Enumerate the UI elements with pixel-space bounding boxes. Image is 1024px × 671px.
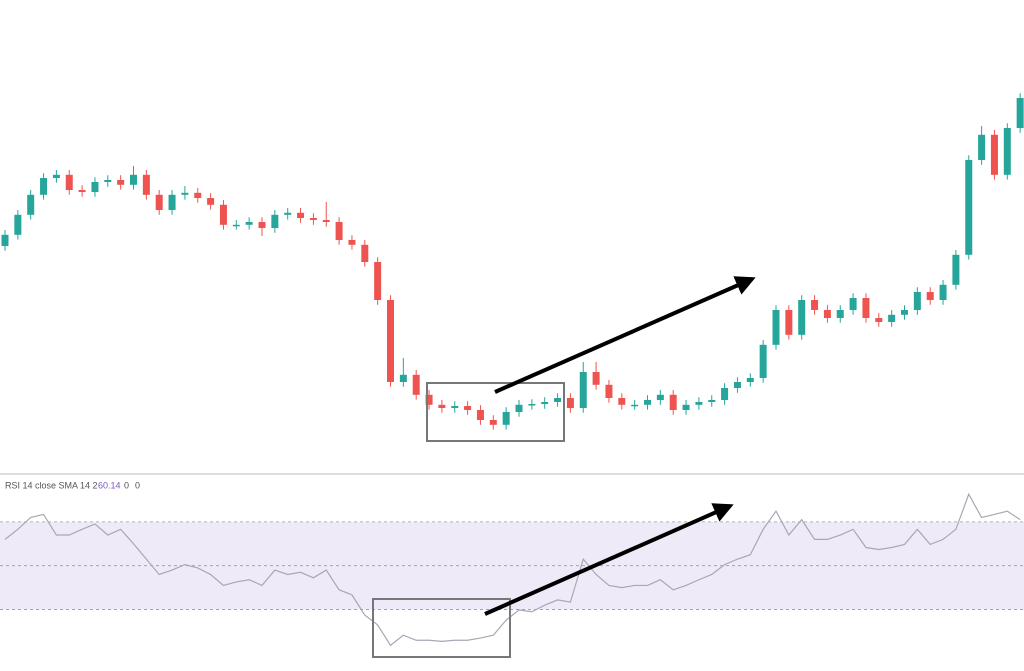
candle-body xyxy=(978,134,986,160)
candle-body xyxy=(528,404,536,406)
candle-body xyxy=(785,310,793,335)
candle-body xyxy=(155,194,163,210)
candle-body xyxy=(387,300,394,382)
candle-body xyxy=(708,400,716,402)
rsi-readout: 60.14 xyxy=(98,480,121,490)
candle-body xyxy=(374,262,382,300)
candle-body xyxy=(618,398,626,405)
candle-body xyxy=(65,174,73,190)
candle-body xyxy=(40,178,48,195)
candle-body xyxy=(798,300,806,335)
candle-body xyxy=(168,194,176,210)
candle-body xyxy=(284,212,292,215)
candle-body xyxy=(309,218,317,220)
candle-body xyxy=(14,214,22,235)
candle-body xyxy=(181,192,189,195)
candle-body xyxy=(759,344,767,378)
candle-body xyxy=(104,180,112,182)
candle-body xyxy=(451,406,459,408)
candle-body xyxy=(656,394,664,400)
rsi-title: RSI 14 close SMA 14 2 xyxy=(5,480,98,490)
candle-body xyxy=(194,192,202,198)
candle-body xyxy=(1,234,9,246)
candle-body xyxy=(399,374,407,382)
candle-body xyxy=(245,222,253,225)
candle-body xyxy=(733,382,741,388)
candle-body xyxy=(52,174,60,178)
candle-body xyxy=(849,298,857,310)
candle-body xyxy=(27,194,35,215)
candle-body xyxy=(438,404,446,408)
candle-body xyxy=(297,212,305,218)
candle-body xyxy=(232,224,240,227)
candle-body xyxy=(811,300,819,310)
candle-body xyxy=(207,198,215,205)
candle-body xyxy=(952,254,960,285)
candle-body xyxy=(554,398,562,402)
candle-body xyxy=(862,298,870,318)
candle-body xyxy=(541,402,549,404)
price-pane xyxy=(1,93,1024,430)
candle-body xyxy=(335,222,343,240)
candle-body xyxy=(990,134,998,175)
candle-body xyxy=(412,374,420,395)
candle-body xyxy=(772,310,780,345)
candle-body xyxy=(130,174,137,185)
rsi-readout: 0 xyxy=(135,480,140,490)
trend-arrow xyxy=(494,276,756,394)
candle-body xyxy=(631,404,639,407)
candle-body xyxy=(836,310,844,318)
candle-body xyxy=(875,318,883,322)
rsi-pane xyxy=(0,492,1024,647)
candle-body xyxy=(965,160,973,255)
candle-body xyxy=(823,310,831,318)
candle-body xyxy=(117,180,125,185)
candle-body xyxy=(464,406,472,410)
candle-body xyxy=(219,204,227,225)
candle-body xyxy=(939,284,947,300)
candle-body xyxy=(91,182,99,192)
candle-body xyxy=(721,388,729,400)
candle-body xyxy=(502,412,510,425)
candle-body xyxy=(746,378,754,382)
candle-body xyxy=(579,372,587,408)
candle-body xyxy=(361,244,369,262)
candle-body xyxy=(566,398,574,408)
candle-body xyxy=(913,292,921,310)
candle-body xyxy=(605,384,613,398)
candle-body xyxy=(669,394,677,410)
candle-body xyxy=(489,420,497,425)
candle-body xyxy=(476,410,484,420)
candle-body xyxy=(926,292,934,300)
candle-body xyxy=(901,310,908,315)
candle-body xyxy=(348,240,356,245)
candle-body xyxy=(888,314,896,322)
candle-body xyxy=(78,190,86,192)
candle-body xyxy=(682,404,690,410)
rsi-readout: 0 xyxy=(124,480,129,490)
candle-body xyxy=(322,220,330,222)
candle-body xyxy=(515,404,523,412)
candle-body xyxy=(258,222,266,228)
candle-body xyxy=(592,372,600,385)
candle-body xyxy=(425,394,433,405)
candle-body xyxy=(142,174,150,195)
highlight-box xyxy=(426,382,565,442)
candle-body xyxy=(271,214,279,228)
rsi-line xyxy=(4,492,1021,647)
candle-body xyxy=(1003,128,1011,175)
candle-body xyxy=(644,400,651,405)
candle-body xyxy=(695,402,703,405)
highlight-box xyxy=(372,598,511,658)
candle-body xyxy=(1016,98,1024,128)
trend-arrow xyxy=(484,503,734,616)
